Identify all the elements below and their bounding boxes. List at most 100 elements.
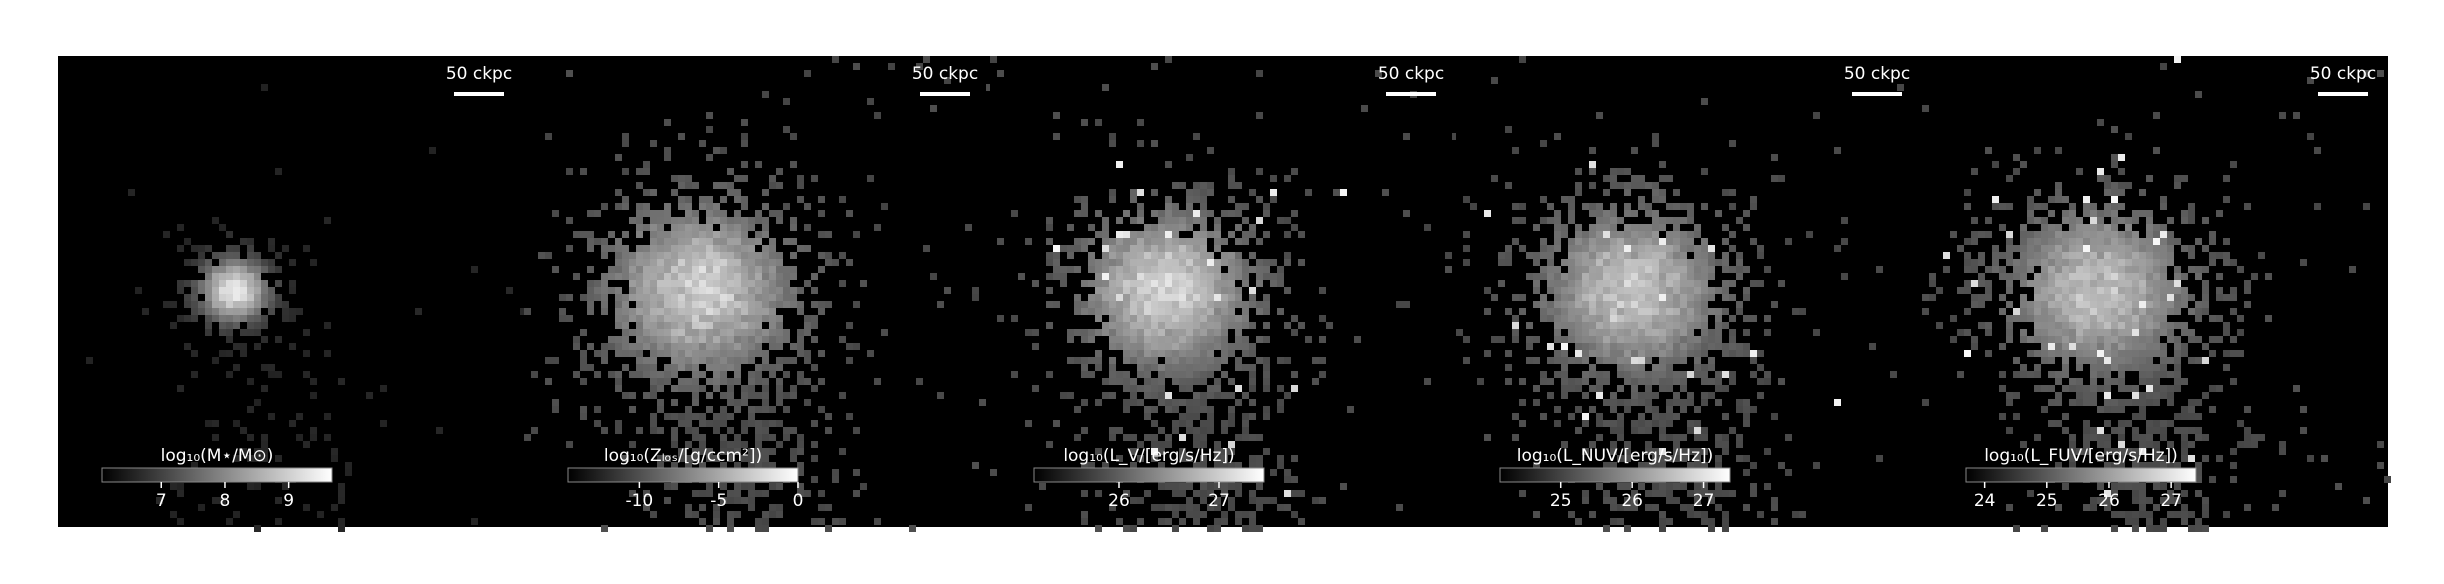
pixel: [1554, 301, 1561, 308]
pixel: [1715, 490, 1722, 497]
pixel: [755, 217, 762, 224]
pixel: [1256, 504, 1263, 511]
pixel: [1242, 273, 1249, 280]
pixel: [1666, 231, 1673, 238]
pixel: [720, 336, 727, 343]
pixel: [205, 280, 212, 287]
pixel: [226, 301, 233, 308]
pixel: [1074, 308, 1081, 315]
pixel: [713, 238, 720, 245]
pixel: [671, 280, 678, 287]
pixel: [2153, 504, 2160, 511]
pixel: [804, 245, 811, 252]
pixel: [226, 322, 233, 329]
pixel: [2132, 322, 2139, 329]
pixel: [2125, 301, 2132, 308]
pixel: [2146, 364, 2153, 371]
pixel: [1053, 266, 1060, 273]
pixel: [1701, 203, 1708, 210]
pixel: [1561, 441, 1568, 448]
pixel: [2188, 308, 2195, 315]
pixel: [734, 378, 741, 385]
pixel: [2006, 329, 2013, 336]
pixel: [1722, 371, 1729, 378]
pixel: [692, 287, 699, 294]
pixel: [1680, 343, 1687, 350]
pixel: [1582, 378, 1589, 385]
pixel: [2097, 175, 2104, 182]
pixel: [1053, 259, 1060, 266]
pixel: [2139, 371, 2146, 378]
colorbar: [1499, 467, 1731, 483]
pixel: [2048, 301, 2055, 308]
pixel: [1463, 357, 1470, 364]
pixel: [2006, 399, 2013, 406]
pixel: [580, 329, 587, 336]
pixel: [1547, 217, 1554, 224]
pixel: [2160, 322, 2167, 329]
pixel: [226, 336, 233, 343]
pixel: [671, 434, 678, 441]
pixel: [1249, 301, 1256, 308]
pixel: [2111, 336, 2118, 343]
pixel: [1687, 448, 1694, 455]
pixel: [1666, 350, 1673, 357]
pixel: [720, 196, 727, 203]
pixel: [212, 252, 219, 259]
pixel: [1687, 427, 1694, 434]
pixel: [706, 406, 713, 413]
pixel: [1312, 497, 1319, 504]
pixel: [142, 308, 149, 315]
pixel: [1158, 273, 1165, 280]
pixel: [1645, 301, 1652, 308]
pixel: [741, 231, 748, 238]
pixel: [1575, 224, 1582, 231]
pixel: [1638, 371, 1645, 378]
pixel: [1715, 483, 1722, 490]
pixel: [1200, 231, 1207, 238]
pixel: [1291, 511, 1298, 518]
pixel: [1533, 336, 1540, 343]
pixel: [1249, 224, 1256, 231]
pixel: [2153, 448, 2160, 455]
pixel: [2041, 252, 2048, 259]
pixel: [1484, 308, 1491, 315]
pixel: [1673, 413, 1680, 420]
pixel: [1207, 525, 1214, 532]
pixel: [2153, 315, 2160, 322]
pixel: [2139, 294, 2146, 301]
pixel: [2062, 336, 2069, 343]
pixel: [1722, 322, 1729, 329]
pixel: [1228, 343, 1235, 350]
pixel: [2167, 308, 2174, 315]
pixel: [1603, 287, 1610, 294]
pixel: [1221, 259, 1228, 266]
pixel: [1589, 511, 1596, 518]
pixel: [2195, 525, 2202, 532]
pixel: [1715, 371, 1722, 378]
pixel: [685, 301, 692, 308]
pixel: [1144, 224, 1151, 231]
pixel: [1540, 294, 1547, 301]
pixel: [769, 448, 776, 455]
pixel: [1999, 266, 2006, 273]
pixel: [762, 350, 769, 357]
pixel: [2132, 280, 2139, 287]
pixel: [1018, 273, 1025, 280]
pixel: [1095, 315, 1102, 322]
pixel: [1547, 301, 1554, 308]
pixel: [615, 427, 622, 434]
pixel: [1624, 203, 1631, 210]
pixel: [275, 252, 282, 259]
pixel: [1596, 287, 1603, 294]
pixel: [2265, 273, 2272, 280]
pixel: [2125, 343, 2132, 350]
pixel: [303, 504, 310, 511]
pixel: [797, 434, 804, 441]
pixel: [1284, 252, 1291, 259]
pixel: [1617, 455, 1624, 462]
pixel: [1463, 336, 1470, 343]
pixel: [692, 182, 699, 189]
pixel: [2069, 308, 2076, 315]
pixel: [1484, 287, 1491, 294]
